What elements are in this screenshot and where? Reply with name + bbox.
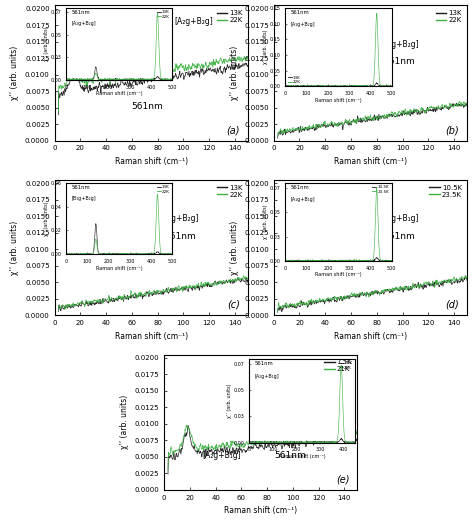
- X-axis label: Raman shift (cm⁻¹): Raman shift (cm⁻¹): [115, 157, 188, 166]
- Legend: 13K, 22K: 13K, 22K: [215, 9, 244, 25]
- Text: (a): (a): [227, 125, 240, 135]
- Text: 561nm: 561nm: [383, 232, 415, 241]
- Text: (b): (b): [446, 125, 459, 135]
- Legend: 7.5K, 21K: 7.5K, 21K: [323, 358, 354, 374]
- Y-axis label: χ’’ (arb. units): χ’’ (arb. units): [229, 221, 238, 275]
- Legend: 13K, 22K: 13K, 22K: [215, 183, 244, 199]
- Text: 561nm: 561nm: [131, 102, 163, 111]
- Text: (d): (d): [446, 300, 459, 310]
- Text: [A₂g+B₁g]: [A₂g+B₁g]: [203, 451, 241, 460]
- Y-axis label: χ’’ (arb. units): χ’’ (arb. units): [229, 46, 238, 100]
- X-axis label: Raman shift (cm⁻¹): Raman shift (cm⁻¹): [334, 332, 407, 341]
- Text: (e): (e): [336, 475, 349, 485]
- Y-axis label: χ’’ (arb. units): χ’’ (arb. units): [10, 46, 19, 100]
- Text: 561nm: 561nm: [383, 57, 415, 66]
- X-axis label: Raman shift (cm⁻¹): Raman shift (cm⁻¹): [115, 332, 188, 341]
- Text: [A₂g+B₂g]: [A₂g+B₂g]: [174, 17, 213, 26]
- Text: [B₁g+B₂g]: [B₁g+B₂g]: [161, 214, 199, 223]
- Legend: 10.5K, 23.5K: 10.5K, 23.5K: [428, 183, 464, 199]
- X-axis label: Raman shift (cm⁻¹): Raman shift (cm⁻¹): [334, 157, 407, 166]
- Text: [A₁g+B₂g]: [A₁g+B₂g]: [380, 39, 419, 49]
- Text: [A₁g+B₁g]: [A₁g+B₁g]: [380, 214, 419, 223]
- X-axis label: Raman shift (cm⁻¹): Raman shift (cm⁻¹): [224, 506, 297, 516]
- Text: 561nm: 561nm: [164, 232, 196, 241]
- Text: 561nm: 561nm: [274, 451, 306, 460]
- Y-axis label: χ’’ (arb. units): χ’’ (arb. units): [10, 221, 19, 275]
- Text: (c): (c): [227, 300, 240, 310]
- Legend: 13K, 22K: 13K, 22K: [435, 9, 464, 25]
- Y-axis label: χ’’ (arb. units): χ’’ (arb. units): [120, 395, 129, 450]
